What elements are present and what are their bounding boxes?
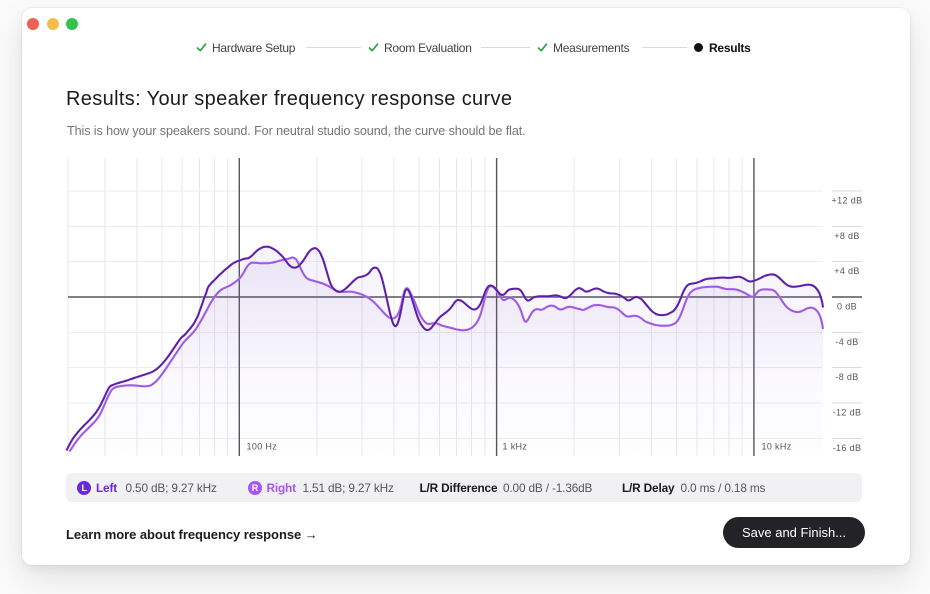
svg-text:+8 dB: +8 dB [834, 231, 860, 241]
svg-text:+12 dB: +12 dB [832, 195, 863, 205]
svg-text:100 Hz: 100 Hz [247, 442, 278, 452]
svg-text:10 kHz: 10 kHz [762, 442, 792, 452]
svg-text:-16 dB: -16 dB [833, 443, 862, 453]
svg-text:0 dB: 0 dB [837, 302, 857, 312]
svg-text:+4 dB: +4 dB [834, 266, 860, 276]
svg-text:1 kHz: 1 kHz [503, 442, 528, 452]
svg-text:-4 dB: -4 dB [835, 337, 858, 347]
svg-text:-8 dB: -8 dB [835, 372, 858, 382]
svg-text:-12 dB: -12 dB [833, 408, 862, 418]
